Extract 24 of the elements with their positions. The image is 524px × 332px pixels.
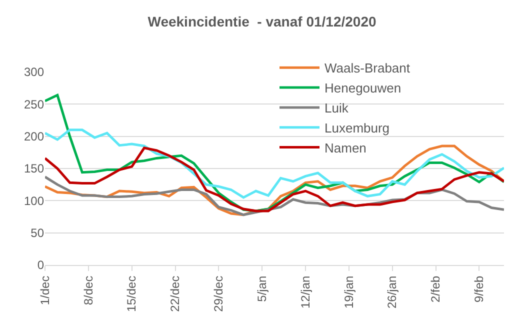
legend-label: Luik	[324, 100, 349, 116]
x-tick-label: 22/dec	[168, 276, 182, 312]
x-tick-label: 8/dec	[81, 276, 96, 306]
x-tick-label: 9/feb	[472, 275, 486, 303]
y-tick-label: 50	[30, 226, 44, 240]
x-tick-label: 1/dec	[38, 276, 52, 306]
x-tick-label: 26/jan	[385, 276, 400, 309]
y-tick-label: 300	[24, 65, 44, 80]
y-tick-label: 250	[24, 97, 44, 112]
y-tick-label: 0	[37, 258, 44, 272]
x-tick-label: 2/feb	[428, 275, 443, 303]
x-tick-label: 15/dec	[124, 276, 139, 312]
y-tick-label: 100	[24, 194, 44, 208]
y-tick-label: 200	[24, 130, 44, 144]
legend-label: Waals-Brabant	[324, 60, 410, 76]
x-tick-label: 5/jan	[254, 276, 269, 302]
legend-label: Henegouwen	[324, 80, 402, 96]
legend-label: Namen	[324, 140, 366, 156]
legend-label: Luxemburg	[324, 120, 390, 136]
y-tick-label: 150	[24, 162, 44, 176]
x-tick-label: 12/jan	[298, 276, 312, 309]
x-tick-label: 29/dec	[212, 276, 226, 312]
x-tick-label: 19/jan	[342, 276, 356, 309]
chart-title: Weekincidentie - vanaf 01/12/2020	[148, 13, 376, 30]
